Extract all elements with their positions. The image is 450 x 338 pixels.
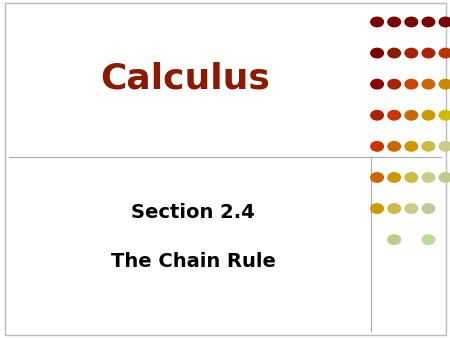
Circle shape: [439, 173, 450, 182]
Circle shape: [405, 48, 418, 58]
Circle shape: [439, 142, 450, 151]
Circle shape: [422, 235, 435, 244]
Circle shape: [388, 111, 400, 120]
Circle shape: [422, 142, 435, 151]
Circle shape: [388, 173, 400, 182]
Circle shape: [405, 17, 418, 27]
Circle shape: [388, 48, 400, 58]
Circle shape: [422, 17, 435, 27]
Circle shape: [405, 204, 418, 213]
Circle shape: [439, 48, 450, 58]
Circle shape: [422, 79, 435, 89]
Circle shape: [405, 111, 418, 120]
Circle shape: [405, 173, 418, 182]
Circle shape: [371, 111, 383, 120]
Circle shape: [439, 111, 450, 120]
Circle shape: [371, 142, 383, 151]
Circle shape: [439, 17, 450, 27]
Circle shape: [405, 79, 418, 89]
Circle shape: [422, 204, 435, 213]
Circle shape: [405, 142, 418, 151]
Text: Section 2.4: Section 2.4: [131, 203, 255, 222]
Circle shape: [388, 235, 400, 244]
Circle shape: [388, 79, 400, 89]
Circle shape: [422, 173, 435, 182]
Text: The Chain Rule: The Chain Rule: [111, 252, 275, 271]
Circle shape: [371, 79, 383, 89]
Circle shape: [371, 204, 383, 213]
Circle shape: [388, 204, 400, 213]
Circle shape: [388, 142, 400, 151]
Circle shape: [422, 111, 435, 120]
Circle shape: [422, 48, 435, 58]
Circle shape: [371, 17, 383, 27]
Text: Calculus: Calculus: [101, 62, 270, 96]
Circle shape: [371, 48, 383, 58]
Circle shape: [439, 79, 450, 89]
Circle shape: [371, 173, 383, 182]
Circle shape: [388, 17, 400, 27]
FancyBboxPatch shape: [4, 3, 446, 335]
